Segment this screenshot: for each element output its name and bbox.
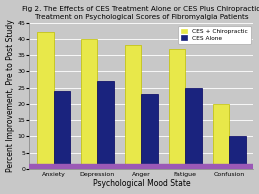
Y-axis label: Percent Improvement, Pre to Post Study: Percent Improvement, Pre to Post Study: [5, 19, 15, 172]
Bar: [169, 49, 185, 169]
Legend: CES + Chiropractic, CES Alone: CES + Chiropractic, CES Alone: [178, 26, 250, 44]
Bar: [54, 91, 70, 169]
Bar: [81, 39, 97, 169]
Bar: [229, 136, 246, 169]
Bar: [37, 32, 54, 169]
Bar: [185, 88, 202, 169]
Title: Fig 2. The Effects of CES Treatment Alone or CES Plus Chiropractic
Treatment on : Fig 2. The Effects of CES Treatment Alon…: [22, 6, 259, 20]
Bar: [141, 94, 158, 169]
Bar: [97, 81, 114, 169]
Bar: [29, 164, 254, 169]
X-axis label: Psychological Mood State: Psychological Mood State: [93, 179, 190, 188]
Bar: [125, 45, 141, 169]
Bar: [213, 104, 229, 169]
